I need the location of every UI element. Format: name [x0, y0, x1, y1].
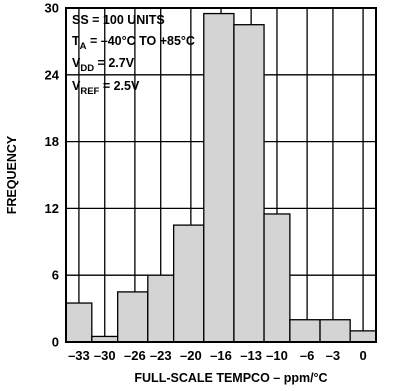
plot-frame: [65, 7, 377, 343]
histogram-bar: [65, 302, 93, 343]
y-tick-label: 6: [52, 268, 59, 283]
histogram-bar: [117, 291, 149, 343]
x-axis-title: FULL-SCALE TEMPCO – ppm/°C: [134, 371, 327, 385]
y-tick-label: 0: [52, 335, 59, 350]
annotation-line: SS = 100 UNITS: [72, 13, 165, 27]
x-tick-label: –20: [180, 348, 202, 363]
histogram-bar: [289, 319, 321, 343]
histogram-bar: [349, 330, 377, 343]
test-conditions-annotation: SS = 100 UNITS TA = –40°C TO +85°C VDD = 2…: [72, 13, 195, 97]
y-tick-label: 30: [45, 1, 59, 16]
histogram-bar: [203, 12, 235, 343]
histogram-bar: [147, 274, 175, 343]
x-tick-label: 0: [359, 348, 366, 363]
x-tick-label: –6: [300, 348, 314, 363]
x-tick-label: –23: [150, 348, 172, 363]
annotation-line: VREF = 2.5V: [72, 79, 140, 97]
x-tick-label: –10: [266, 348, 288, 363]
histogram-bar: [319, 319, 351, 343]
histogram-bar: [172, 224, 205, 343]
x-tick-label: –3: [326, 348, 340, 363]
y-axis-title: FREQUENCY: [5, 135, 19, 214]
x-tick-label: –33: [68, 348, 90, 363]
x-tick-labels: –33 –30 –26 –23 –20 –16 –13 –10 –6 –3 0: [68, 348, 367, 363]
histogram-bar: [263, 213, 291, 343]
x-tick-label: –16: [210, 348, 232, 363]
histogram-bar: [233, 24, 265, 343]
y-tick-label: 24: [45, 67, 60, 82]
x-tick-label: –13: [240, 348, 262, 363]
x-tick-label: –30: [94, 348, 116, 363]
y-tick-labels: 0 6 12 18 24 30: [45, 1, 60, 350]
y-tick-label: 12: [45, 201, 59, 216]
x-tick-label: –26: [124, 348, 146, 363]
annotation-line: TA = –40°C TO +85°C: [72, 34, 195, 52]
y-tick-label: 18: [45, 134, 59, 149]
annotation-line: VDD = 2.7V: [72, 56, 135, 74]
